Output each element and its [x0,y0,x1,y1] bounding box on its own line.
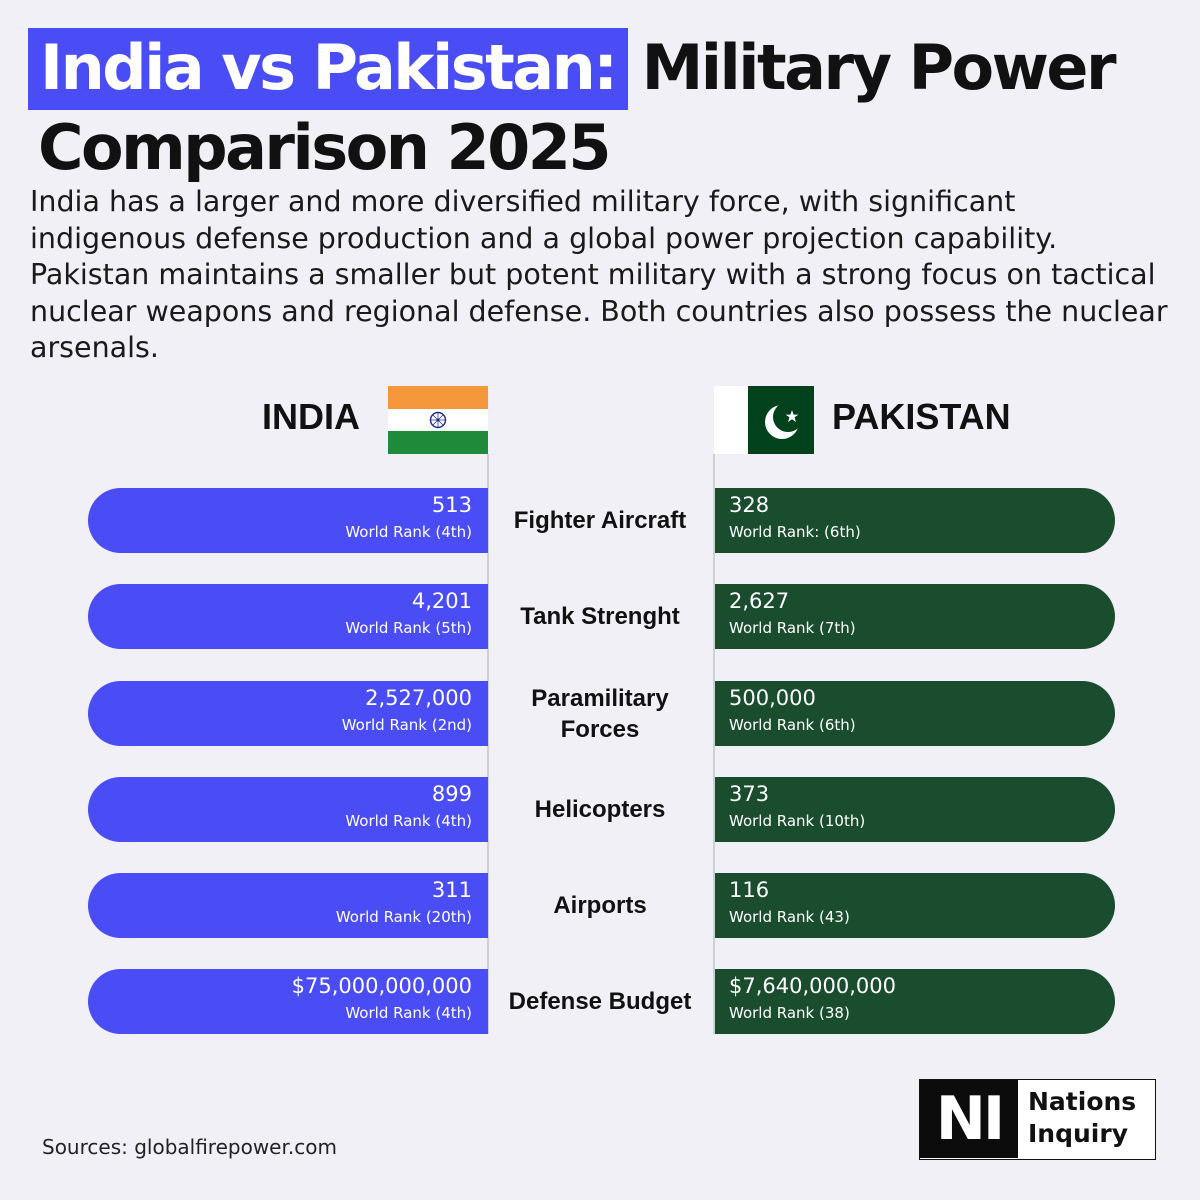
pakistan-rank: World Rank: (6th) [729,523,861,541]
title-highlight: India vs Pakistan: [28,28,628,110]
row-fighter-aircraft: 513 World Rank (4th) Fighter Aircraft 32… [0,488,1200,554]
pakistan-value: 2,627 [729,589,790,613]
pakistan-value: 373 [729,782,770,806]
title-line-1: India vs Pakistan: Military Power [28,28,1117,110]
row-paramilitary-forces: 2,527,000 World Rank (2nd) Paramilitary … [0,681,1200,747]
india-rank: World Rank (5th) [345,619,472,637]
pakistan-value: 328 [729,493,770,517]
pakistan-bar: 500,000 World Rank (6th) [715,681,1115,746]
pakistan-bar: 328 World Rank: (6th) [715,488,1115,553]
pakistan-rank: World Rank (10th) [729,812,866,830]
metric-label: Airports [553,892,647,919]
india-rank: World Rank (4th) [345,523,472,541]
title-line-2: Comparison 2025 [38,111,612,184]
india-value: 899 [431,782,472,806]
india-bar: 311 World Rank (20th) [88,873,488,938]
india-value: 513 [431,493,472,517]
india-value: 2,527,000 [365,686,472,710]
india-value: 4,201 [411,589,472,613]
divider-right [713,454,715,1034]
pakistan-label: PAKISTAN [832,396,1011,437]
row-tank-strength: 4,201 World Rank (5th) Tank Strenght 2,6… [0,584,1200,650]
divider-left [487,454,489,1034]
india-flag-icon [388,386,488,454]
metric-label: Defense Budget [508,988,692,1015]
pakistan-flag-icon [714,386,814,454]
pakistan-value: $7,640,000,000 [729,974,896,998]
pakistan-rank: World Rank (38) [729,1004,850,1022]
metric-label: Tank Strenght [520,603,680,630]
india-value: 311 [431,878,472,902]
pakistan-value: 500,000 [729,686,816,710]
india-bar: 899 World Rank (4th) [88,777,488,842]
pakistan-bar: 2,627 World Rank (7th) [715,584,1115,649]
logo-line-2: Inquiry [1028,1119,1128,1148]
logo-line-1: Nations [1028,1087,1137,1116]
india-rank: World Rank (4th) [345,812,472,830]
pakistan-bar: 373 World Rank (10th) [715,777,1115,842]
india-bar: 4,201 World Rank (5th) [88,584,488,649]
metric-label: Helicopters [534,796,666,823]
pakistan-rank: World Rank (7th) [729,619,856,637]
pakistan-bar: 116 World Rank (43) [715,873,1115,938]
logo-mark: NI [920,1080,1018,1158]
india-label: INDIA [262,396,360,437]
row-helicopters: 899 World Rank (4th) Helicopters 373 Wor… [0,777,1200,843]
row-airports: 311 World Rank (20th) Airports 116 World… [0,873,1200,939]
india-rank: World Rank (20th) [335,908,472,926]
pakistan-rank: World Rank (6th) [729,716,856,734]
india-bar: 513 World Rank (4th) [88,488,488,553]
row-defense-budget: $75,000,000,000 World Rank (4th) Defense… [0,969,1200,1035]
pakistan-bar: $7,640,000,000 World Rank (38) [715,969,1115,1034]
intro-paragraph: India has a larger and more diversified … [30,185,1168,364]
logo-text: Nations Inquiry [1028,1086,1153,1150]
india-bar: $75,000,000,000 World Rank (4th) [88,969,488,1034]
title-rest: Military Power [641,31,1117,104]
india-value: $75,000,000,000 [291,974,472,998]
sources-note: Sources: globalfirepower.com [42,1135,337,1159]
india-bar: 2,527,000 World Rank (2nd) [88,681,488,746]
metric-label: Fighter Aircraft [513,507,687,534]
pakistan-rank: World Rank (43) [729,908,850,926]
metric-label: Paramilitary Forces [531,684,669,743]
india-rank: World Rank (2nd) [341,716,472,734]
pakistan-value: 116 [729,878,770,902]
nations-inquiry-logo: NI Nations Inquiry [919,1079,1156,1160]
india-rank: World Rank (4th) [345,1004,472,1022]
